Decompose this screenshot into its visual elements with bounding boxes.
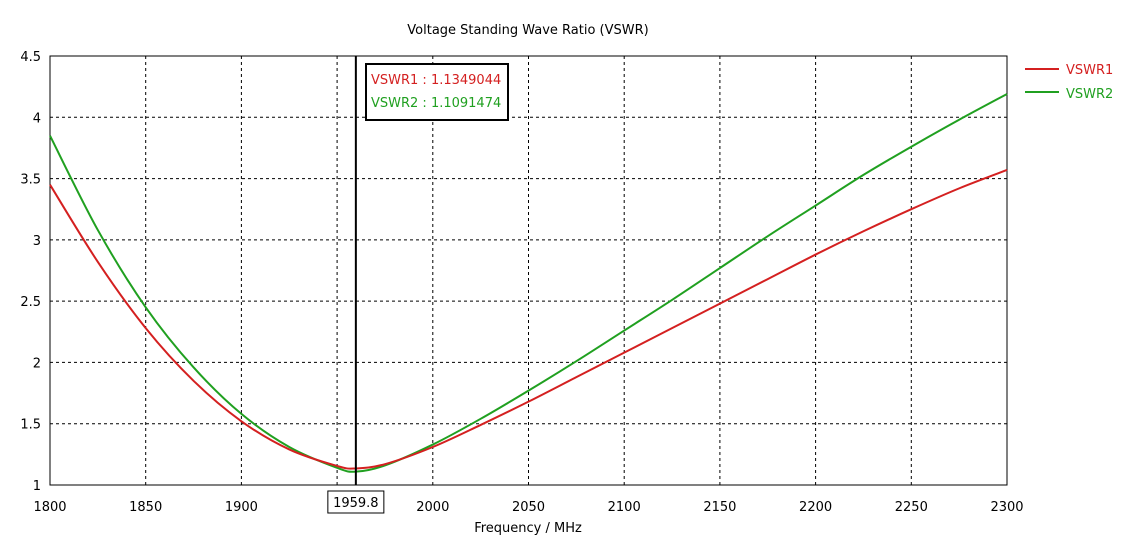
marker-x-label-box: [327, 490, 385, 514]
series-lines: [49, 93, 1008, 473]
x-tick-label: 2100: [608, 500, 641, 515]
x-tick-label: 2150: [703, 500, 736, 515]
chart-title: Voltage Standing Wave Ratio (VSWR): [407, 23, 648, 38]
legend-label-vswr1: VSWR1: [1066, 63, 1113, 78]
x-tick-label: 2050: [512, 500, 545, 515]
x-axis-title: Frequency / MHz: [474, 521, 582, 536]
x-tick-label: 1800: [33, 500, 66, 515]
y-tick-label: 3: [33, 234, 41, 249]
series-line-vswr1: [49, 169, 1008, 470]
marker-x-label-text: 1959.8: [333, 496, 379, 511]
y-tick-label: 1: [33, 479, 41, 494]
y-tick-label: 4.5: [20, 50, 41, 65]
y-tick-label: 2.5: [20, 295, 41, 310]
y-tick-label: 2: [33, 356, 41, 371]
y-tick-label: 4: [33, 111, 41, 126]
x-tick-label: 1900: [225, 500, 258, 515]
x-tick-label: 1850: [129, 500, 162, 515]
marker-readout-frame: [365, 63, 509, 121]
x-tick-label: 2300: [990, 500, 1023, 515]
y-tick-label: 3.5: [20, 173, 41, 188]
x-tick-label: 2000: [416, 500, 449, 515]
readout-vswr1: VSWR1 : 1.1349044: [371, 73, 501, 88]
legend: VSWR1 VSWR2: [1025, 63, 1113, 102]
legend-label-vswr2: VSWR2: [1066, 87, 1113, 102]
x-axis-ticks: 1800185019001200020502100215022002250230…: [33, 500, 1023, 515]
plot-area: [49, 55, 1008, 486]
readout-vswr2: VSWR2 : 1.1091474: [371, 96, 501, 111]
marker-x-label: 1959.8: [327, 490, 385, 514]
x-tick-label: 2250: [895, 500, 928, 515]
y-tick-label: 1.5: [20, 418, 41, 433]
y-axis-ticks: 1 1.5 2 2.5 3 3.5 4 4.5: [20, 50, 41, 494]
series-line-vswr2: [49, 93, 1008, 473]
x-tick-label: 2200: [799, 500, 832, 515]
marker-readout-box: VSWR1 : 1.1349044 VSWR2 : 1.1091474: [365, 63, 509, 121]
